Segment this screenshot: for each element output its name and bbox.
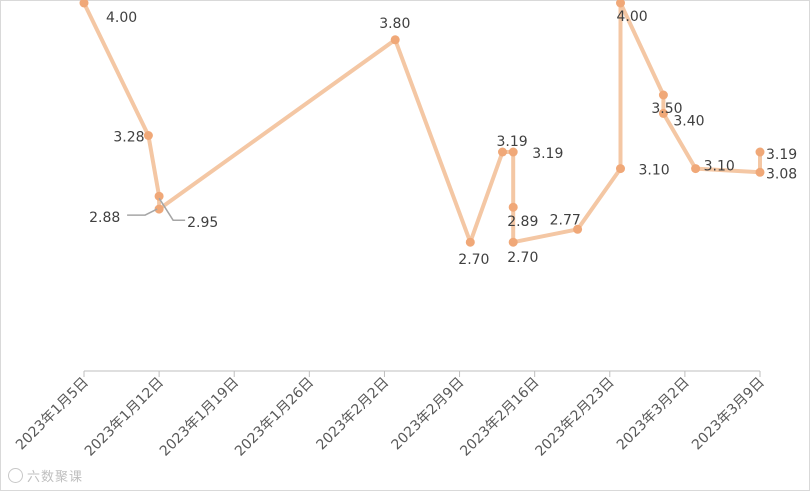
data-point [616, 0, 625, 8]
data-label: 4.00 [106, 10, 137, 26]
data-label: 3.50 [651, 101, 682, 117]
x-tick-label: 2023年2月2日 [313, 375, 392, 454]
data-point [658, 108, 668, 118]
x-tick-label: 2023年1月19日 [157, 375, 242, 460]
data-label: 3.08 [766, 166, 797, 182]
watermark-text: 六数聚课 [27, 470, 84, 485]
data-point [508, 237, 518, 247]
x-tick-label: 2023年1月26日 [232, 375, 317, 460]
data-point [755, 167, 765, 177]
data-label: 3.19 [766, 147, 797, 163]
x-tick-label: 2023年2月16日 [457, 375, 542, 460]
data-point [390, 35, 400, 45]
data-point [616, 164, 625, 174]
data-label: 2.77 [550, 212, 581, 228]
data-point [755, 147, 765, 157]
data-label: 2.70 [507, 250, 538, 266]
data-label: 3.19 [532, 146, 563, 162]
data-point [573, 224, 583, 234]
data-label: 3.10 [704, 159, 735, 175]
data-point [658, 90, 668, 100]
x-tick-label: 2023年3月2日 [614, 375, 693, 454]
data-point [154, 191, 164, 201]
data-label: 3.28 [113, 130, 144, 146]
data-label: 2.95 [187, 215, 218, 231]
data-point [154, 204, 164, 214]
data-point [508, 202, 518, 212]
data-label: 3.80 [379, 16, 410, 32]
data-label: 3.19 [497, 134, 528, 150]
watermark: 六数聚课 [8, 466, 83, 485]
data-label: 2.89 [507, 214, 538, 230]
label-leader-line [158, 197, 186, 221]
label-leader-line [127, 208, 158, 216]
data-point [498, 147, 507, 157]
x-tick-label: 2023年2月23日 [532, 375, 617, 460]
data-point [143, 131, 153, 140]
data-label: 3.10 [639, 163, 670, 179]
data-label: 3.40 [673, 113, 704, 129]
x-tick-label: 2023年1月5日 [13, 375, 92, 454]
data-point [691, 164, 701, 174]
data-point [465, 237, 475, 247]
series-line [82, 1, 762, 245]
watermark-icon [8, 468, 23, 483]
data-label: 2.88 [89, 210, 120, 226]
x-tick-label: 2023年1月12日 [82, 375, 167, 460]
data-point [79, 0, 89, 8]
data-label: 2.70 [458, 252, 489, 268]
data-point [508, 147, 518, 157]
x-tick-label: 2023年2月9日 [389, 375, 468, 454]
x-tick-label: 2023年3月9日 [689, 375, 768, 454]
data-label: 4.00 [617, 9, 648, 25]
